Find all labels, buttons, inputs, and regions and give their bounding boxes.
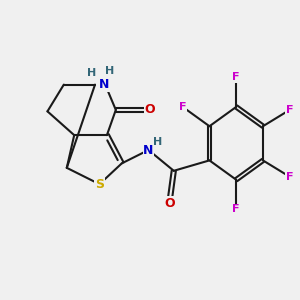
Text: F: F [286, 172, 293, 182]
Text: F: F [232, 204, 240, 214]
Text: F: F [179, 102, 186, 112]
Text: N: N [99, 78, 109, 91]
Text: O: O [145, 103, 155, 116]
Text: F: F [232, 72, 240, 82]
Text: H: H [87, 68, 96, 78]
Text: H: H [153, 137, 162, 147]
Text: O: O [164, 197, 175, 210]
Text: H: H [105, 66, 114, 76]
Text: S: S [95, 178, 104, 191]
Text: N: N [143, 143, 154, 157]
Text: F: F [286, 105, 293, 115]
